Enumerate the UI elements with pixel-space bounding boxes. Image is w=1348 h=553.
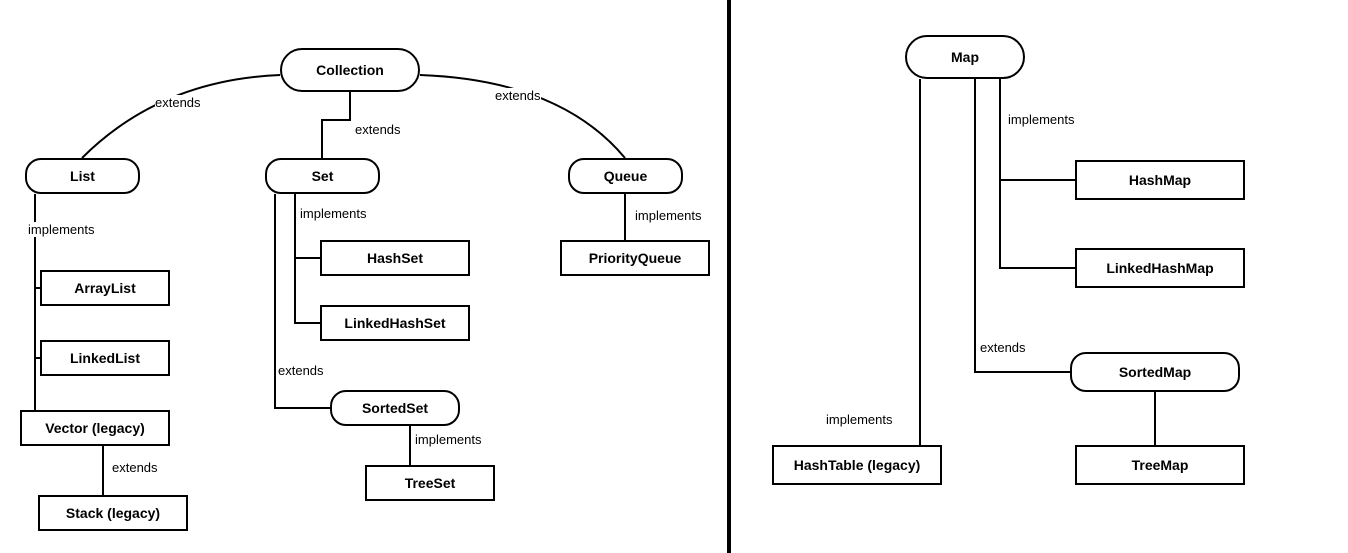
node-label: PriorityQueue [589, 250, 682, 266]
edge-label-implements: implements [415, 432, 481, 447]
node-priorityqueue: PriorityQueue [560, 240, 710, 276]
node-vector: Vector (legacy) [20, 410, 170, 446]
edge-label-implements: implements [635, 208, 701, 223]
node-linkedhashset: LinkedHashSet [320, 305, 470, 341]
node-label: TreeMap [1132, 457, 1189, 473]
node-label: LinkedHashMap [1106, 260, 1213, 276]
node-list: List [25, 158, 140, 194]
node-treemap: TreeMap [1075, 445, 1245, 485]
node-label: Collection [316, 62, 384, 78]
node-label: TreeSet [405, 475, 456, 491]
edge-label-extends: extends [980, 340, 1026, 355]
node-linkedhashmap: LinkedHashMap [1075, 248, 1245, 288]
node-sortedset: SortedSet [330, 390, 460, 426]
node-label: Set [312, 168, 334, 184]
node-label: SortedMap [1119, 364, 1191, 380]
node-treeset: TreeSet [365, 465, 495, 501]
vertical-divider [727, 0, 731, 553]
edge-label-extends: extends [112, 460, 158, 475]
node-label: HashSet [367, 250, 423, 266]
diagram-canvas: Collection List Set Queue ArrayList Link… [0, 0, 1348, 553]
node-stack: Stack (legacy) [38, 495, 188, 531]
node-collection: Collection [280, 48, 420, 92]
edge-label-implements: implements [28, 222, 94, 237]
node-label: HashTable (legacy) [794, 457, 921, 473]
node-linkedlist: LinkedList [40, 340, 170, 376]
node-queue: Queue [568, 158, 683, 194]
edge-label-implements: implements [826, 412, 892, 427]
node-hashset: HashSet [320, 240, 470, 276]
edge-label-extends: extends [355, 122, 401, 137]
node-label: ArrayList [74, 280, 135, 296]
node-label: Queue [604, 168, 648, 184]
node-label: Stack (legacy) [66, 505, 160, 521]
node-label: SortedSet [362, 400, 428, 416]
edge-label-implements: implements [300, 206, 366, 221]
node-label: LinkedList [70, 350, 140, 366]
node-set: Set [265, 158, 380, 194]
node-label: Vector (legacy) [45, 420, 145, 436]
node-label: List [70, 168, 95, 184]
edge-label-extends: extends [495, 88, 541, 103]
node-map: Map [905, 35, 1025, 79]
edge-label-extends: extends [155, 95, 201, 110]
node-arraylist: ArrayList [40, 270, 170, 306]
edge-label-extends: extends [278, 363, 324, 378]
node-sortedmap: SortedMap [1070, 352, 1240, 392]
edge-label-implements: implements [1008, 112, 1074, 127]
node-label: HashMap [1129, 172, 1191, 188]
node-label: LinkedHashSet [344, 315, 445, 331]
node-label: Map [951, 49, 979, 65]
node-hashtable: HashTable (legacy) [772, 445, 942, 485]
node-hashmap: HashMap [1075, 160, 1245, 200]
